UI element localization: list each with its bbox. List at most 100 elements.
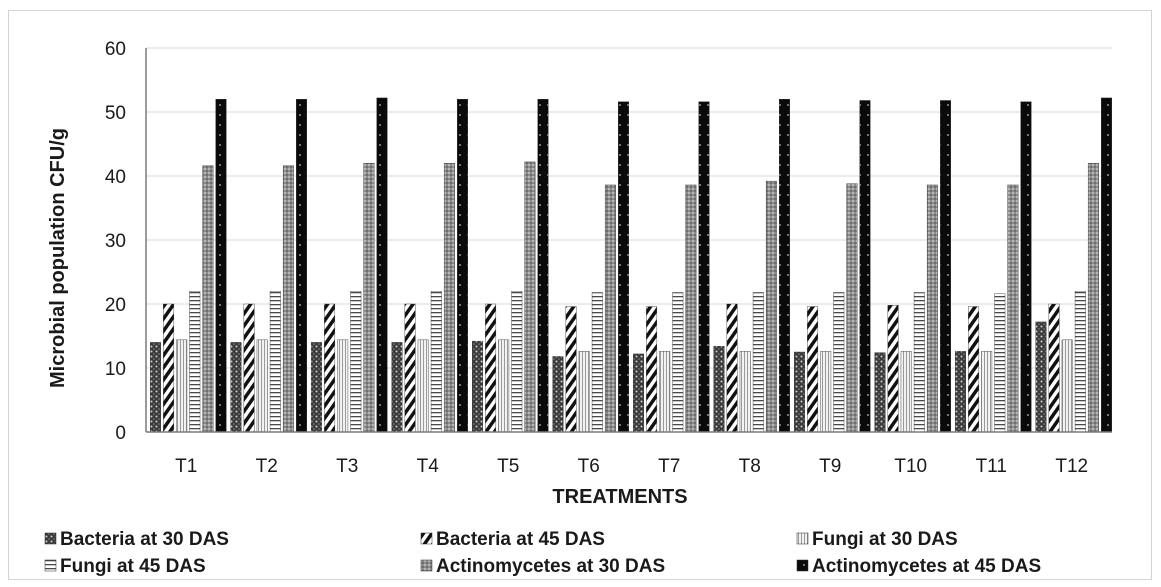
bar-T8-bacteria-at-45-das <box>726 303 738 433</box>
bar-T2-fungi-at-45-das <box>269 291 281 433</box>
bar-T5-fungi-at-45-das <box>511 291 523 433</box>
bar-T2-actinomycetes-at-30-das <box>282 165 294 433</box>
bar-T2-fungi-at-30-das <box>256 339 268 433</box>
bar-T9-actinomycetes-at-30-das <box>846 183 858 433</box>
bar-T8-actinomycetes-at-30-das <box>765 180 777 433</box>
bar-T2-bacteria-at-30-das <box>230 342 242 433</box>
legend-swatch-bacteria-at-45-das <box>420 532 433 545</box>
bar-T3-fungi-at-30-das <box>337 339 349 433</box>
y-tick-labels: 0 10 20 30 40 50 60 <box>105 39 126 444</box>
x-tick-T9: T9 <box>819 456 841 477</box>
legend-swatch-actinomycetes-at-45-das <box>796 559 809 572</box>
y-tick-0: 0 <box>115 423 126 444</box>
bar-T12-actinomycetes-at-45-das <box>1101 97 1112 433</box>
bar-T2-bacteria-at-45-das <box>243 303 255 433</box>
bar-T12-bacteria-at-30-das <box>1035 321 1047 433</box>
bar-T7-fungi-at-30-das <box>659 351 671 433</box>
bar-T1-actinomycetes-at-30-das <box>202 165 214 433</box>
bar-T11-bacteria-at-30-das <box>955 351 966 433</box>
y-tick-20: 20 <box>105 295 126 316</box>
bar-T7-actinomycetes-at-45-das <box>698 101 710 433</box>
bar-T3-actinomycetes-at-30-das <box>363 162 375 433</box>
y-axis-title: Microbial population CFU/g <box>47 128 69 388</box>
bar-T10-fungi-at-30-das <box>900 351 912 433</box>
bar-T8-actinomycetes-at-45-das <box>779 98 790 433</box>
bar-T1-bacteria-at-30-das <box>150 342 161 433</box>
y-tick-40: 40 <box>105 167 126 188</box>
bar-T10-fungi-at-45-das <box>913 292 925 433</box>
x-tick-T6: T6 <box>578 456 600 477</box>
bar-T6-actinomycetes-at-30-das <box>604 184 616 433</box>
bar-T6-bacteria-at-45-das <box>565 306 577 433</box>
legend-swatch-bacteria-at-30-das <box>44 532 57 545</box>
bar-T1-fungi-at-30-das <box>176 339 188 433</box>
bar-T6-fungi-at-45-das <box>591 292 603 433</box>
bar-T8-fungi-at-30-das <box>739 351 751 433</box>
y-tick-30: 30 <box>105 231 126 252</box>
bar-T12-actinomycetes-at-30-das <box>1087 162 1099 433</box>
bar-T12-bacteria-at-45-das <box>1048 303 1060 433</box>
bar-T9-actinomycetes-at-45-das <box>859 100 871 433</box>
bar-T9-bacteria-at-30-das <box>794 351 805 433</box>
bar-T7-bacteria-at-30-das <box>633 353 644 433</box>
bar-T10-actinomycetes-at-45-das <box>940 100 951 433</box>
legend-swatch-fungi-at-30-das <box>796 532 809 545</box>
bar-T4-fungi-at-30-das <box>417 339 429 433</box>
legend-label-bacteria-at-30-das: Bacteria at 30 DAS <box>60 529 229 550</box>
y-tick-60: 60 <box>105 39 126 60</box>
bar-T5-actinomycetes-at-45-das <box>537 98 549 433</box>
x-tick-T10: T10 <box>894 456 927 477</box>
bar-T4-bacteria-at-30-das <box>391 342 403 433</box>
bar-T5-fungi-at-30-das <box>498 339 510 433</box>
y-tick-50: 50 <box>105 103 126 124</box>
x-axis-title: TREATMENTS <box>552 486 687 508</box>
bar-T11-actinomycetes-at-45-das <box>1020 101 1032 433</box>
bar-T8-fungi-at-45-das <box>752 292 764 433</box>
x-tick-T12: T12 <box>1055 456 1088 477</box>
legend: Bacteria at 30 DAS Bacteria at 45 DAS Fung… <box>44 529 1041 577</box>
bar-T3-bacteria-at-45-das <box>324 303 336 433</box>
bar-T11-actinomycetes-at-30-das <box>1007 184 1019 433</box>
bar-T5-actinomycetes-at-30-das <box>524 161 536 433</box>
bar-T7-bacteria-at-45-das <box>646 306 658 433</box>
x-tick-T11: T11 <box>976 456 1007 477</box>
bar-T5-bacteria-at-45-das <box>485 303 497 433</box>
bar-T12-fungi-at-45-das <box>1074 291 1086 433</box>
bar-T10-bacteria-at-45-das <box>887 305 899 433</box>
bars <box>150 97 1112 433</box>
bar-T7-actinomycetes-at-30-das <box>685 184 697 433</box>
bar-T9-bacteria-at-45-das <box>807 306 819 433</box>
x-tick-T2: T2 <box>256 456 278 477</box>
bar-T10-actinomycetes-at-30-das <box>926 184 938 433</box>
bar-T6-bacteria-at-30-das <box>552 356 564 433</box>
x-tick-labels: T1 T2 T3 T4 T5 T6 T7 T8 T9 T10 T11 T12 <box>175 456 1088 477</box>
axes <box>145 48 1112 433</box>
bar-T11-bacteria-at-45-das <box>968 306 980 433</box>
bar-T3-fungi-at-45-das <box>350 291 362 433</box>
bar-T4-bacteria-at-45-das <box>404 303 416 433</box>
bar-T10-bacteria-at-30-das <box>874 352 886 433</box>
y-tick-10: 10 <box>105 359 126 380</box>
bar-T1-bacteria-at-45-das <box>163 303 175 433</box>
legend-label-bacteria-at-45-das: Bacteria at 45 DAS <box>436 529 605 550</box>
legend-label-fungi-at-45-das: Fungi at 45 DAS <box>60 556 206 577</box>
gridlines <box>146 47 1112 369</box>
bar-T12-fungi-at-30-das <box>1061 339 1073 433</box>
legend-swatch-actinomycetes-at-30-das <box>420 559 433 572</box>
bar-T11-fungi-at-45-das <box>994 293 1006 433</box>
x-tick-T5: T5 <box>497 456 519 477</box>
x-tick-T7: T7 <box>658 456 680 477</box>
bar-T3-bacteria-at-30-das <box>311 342 322 433</box>
bar-T9-fungi-at-30-das <box>820 351 832 433</box>
legend-label-actinomycetes-at-45-das: Actinomycetes at 45 DAS <box>812 556 1041 577</box>
bar-T3-actinomycetes-at-45-das <box>376 97 388 433</box>
legend-swatch-fungi-at-45-das <box>44 559 57 572</box>
bar-T6-actinomycetes-at-45-das <box>618 101 629 433</box>
bar-T8-bacteria-at-30-das <box>713 346 725 433</box>
bar-T5-bacteria-at-30-das <box>472 340 483 433</box>
bar-T6-fungi-at-30-das <box>578 351 590 433</box>
bar-T4-fungi-at-45-das <box>430 291 442 433</box>
bar-T1-actinomycetes-at-45-das <box>215 98 227 433</box>
bar-T2-actinomycetes-at-45-das <box>296 98 307 433</box>
